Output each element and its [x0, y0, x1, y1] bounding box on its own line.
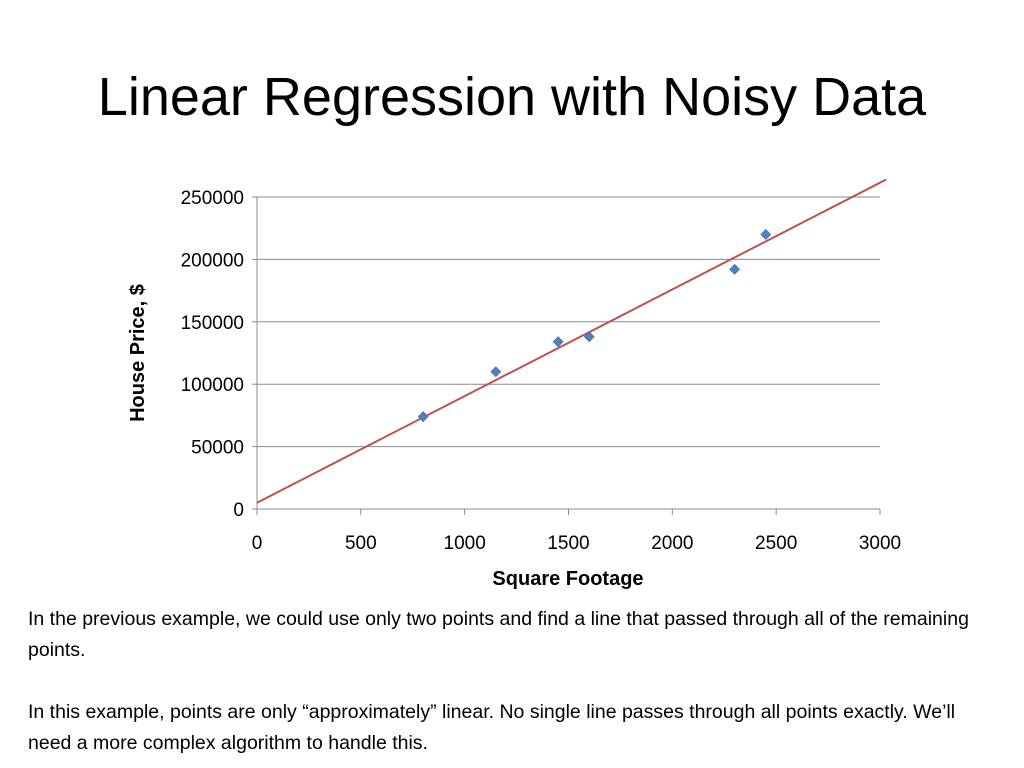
y-tick-label: 0 [233, 500, 244, 521]
data-point [583, 331, 595, 343]
data-point [760, 229, 772, 240]
x-tick-label: 2500 [755, 533, 797, 554]
y-tick-label: 250000 [181, 188, 244, 209]
data-point [552, 336, 564, 348]
data-points [417, 229, 772, 423]
x-axis-title: Square Footage [492, 568, 643, 590]
data-point [729, 263, 741, 275]
slide-title: Linear Regression with Noisy Data [97, 67, 927, 127]
gridlines [257, 196, 880, 448]
body-paragraph-2: In this example, points are only “approx… [28, 701, 956, 754]
x-tick-labels: 0 500 1000 1500 2000 2500 3000 [252, 533, 901, 554]
regression-line-layer [256, 178, 887, 504]
x-tick-label: 1500 [547, 533, 589, 554]
x-tick-label: 1000 [444, 533, 486, 554]
y-tick-label: 200000 [181, 250, 244, 271]
body-paragraph-1: In the previous example, we could use on… [28, 608, 969, 661]
x-tick-label: 500 [345, 533, 377, 554]
x-tick-label: 2000 [651, 533, 693, 554]
y-tick-label: 50000 [191, 438, 244, 459]
scatter-chart: 0 50000 100000 150000 200000 250000 0 500 1000 1… [127, 178, 901, 590]
x-tick-label: 3000 [859, 533, 901, 554]
y-tick-label: 100000 [181, 375, 244, 396]
x-tick-label: 0 [252, 533, 263, 554]
y-tick-label: 150000 [181, 313, 244, 334]
regression-line [256, 178, 887, 504]
data-point [490, 366, 502, 378]
y-tick-labels: 0 50000 100000 150000 200000 250000 [181, 188, 244, 521]
data-point [417, 411, 429, 423]
axes [252, 196, 881, 515]
y-axis-title: House Price, $ [127, 284, 149, 422]
slide-body: In the previous example, we could use on… [28, 604, 998, 759]
